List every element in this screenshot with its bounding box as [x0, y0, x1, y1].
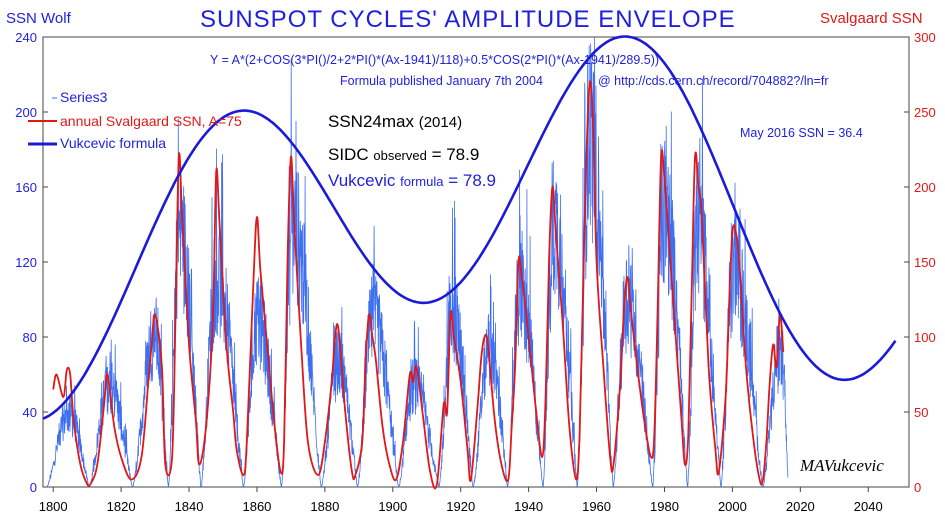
y-right-tick-label: 200 [914, 180, 936, 195]
x-tick-label: 2020 [786, 499, 815, 514]
y-left-tick-label: 40 [23, 405, 37, 420]
y-right-tick-label: 50 [914, 405, 928, 420]
y-left-tick-label: 240 [15, 30, 37, 45]
y-right-tick-label: 0 [914, 480, 921, 495]
y-left-tick-label: 0 [30, 480, 37, 495]
vukcevic-subscript: formula [400, 174, 444, 189]
legend-vukcevic: Vukcevic formula [60, 135, 167, 151]
y-left-tick-label: 120 [15, 255, 37, 270]
x-tick-label: 2000 [718, 499, 747, 514]
series3-line [46, 36, 789, 489]
y-right-tick-label: 250 [914, 105, 936, 120]
x-tick-label: 1900 [378, 499, 407, 514]
x-axis: 1800 1820 1840 1860 1880 1900 1920 1940 1960 1980… [39, 487, 883, 514]
sidc-subscript: observed [373, 148, 427, 163]
vukcevic-annotation: Vukcevic formula = 78.9 [328, 171, 496, 191]
formula-text: Y = A*(2+COS(3*PI()/2+2*PI()*(Ax-1941)/1… [210, 53, 660, 67]
ssn24max-label: SSN24max [328, 112, 414, 131]
sidc-annotation: SIDC observed = 78.9 [328, 145, 479, 165]
chart-title: SUNSPOT CYCLES' AMPLITUDE ENVELOPE [200, 6, 736, 33]
y-left-tick-label: 200 [15, 105, 37, 120]
sidc-label: SIDC [328, 145, 369, 164]
author-signature: MAVukcevic [800, 456, 884, 475]
vukcevic-value: = 78.9 [448, 171, 496, 190]
published-note: Formula published January 7th 2004 [340, 74, 543, 88]
ssn24max-year: (2014) [418, 114, 463, 131]
may-2016-note: May 2016 SSN = 36.4 [740, 126, 863, 140]
x-tick-label: 1820 [107, 499, 136, 514]
y-axis-left: 0 40 80 120 160 200 240 [15, 30, 48, 495]
x-tick-label: 2040 [854, 499, 883, 514]
y-right-tick-label: 300 [914, 30, 936, 45]
sidc-value: = 78.9 [431, 145, 480, 164]
legend [28, 97, 57, 146]
legend-svalgaard: annual Svalgaard SSN, A=75 [60, 113, 242, 129]
x-tick-label: 1880 [310, 499, 339, 514]
x-tick-label: 1840 [175, 499, 204, 514]
series-layer [42, 35, 897, 490]
right-axis-title: Svalgaard SSN [820, 10, 923, 27]
vukcevic-label: Vukcevic [328, 171, 396, 190]
y-left-tick-label: 80 [23, 330, 37, 345]
y-right-tick-label: 100 [914, 330, 936, 345]
legend-series3: Series3 [60, 89, 108, 105]
x-tick-label: 1800 [39, 499, 68, 514]
vukcevic-line [42, 35, 897, 420]
y-right-tick-label: 150 [914, 255, 936, 270]
svalgaard-line [52, 80, 785, 490]
y-axis-right: 0 50 100 150 200 250 300 [904, 30, 936, 495]
x-tick-label: 1860 [242, 499, 271, 514]
left-axis-title: SSN Wolf [6, 10, 71, 27]
y-left-tick-label: 160 [15, 180, 37, 195]
source-url: @ http://cds.cern.ch/record/704882?/ln=f… [598, 74, 829, 88]
x-tick-label: 1980 [650, 499, 679, 514]
x-tick-label: 1960 [582, 499, 611, 514]
ssn24max-annotation: SSN24max (2014) [328, 112, 462, 132]
x-tick-label: 1920 [446, 499, 475, 514]
x-tick-label: 1940 [514, 499, 543, 514]
